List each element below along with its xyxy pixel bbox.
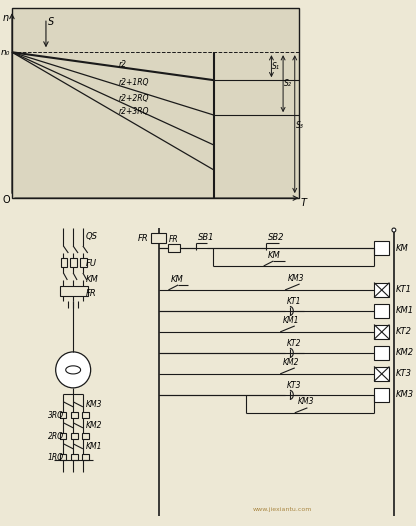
- Text: KM: KM: [86, 276, 99, 285]
- Text: T: T: [301, 198, 307, 208]
- Bar: [59, 286, 88, 296]
- Text: FR: FR: [137, 234, 148, 242]
- Bar: [82, 412, 89, 418]
- Bar: [61, 258, 67, 267]
- Text: www.jiexiantu.com: www.jiexiantu.com: [253, 507, 312, 512]
- Text: KT1: KT1: [287, 298, 302, 307]
- Text: n₀: n₀: [0, 48, 10, 57]
- Text: KT1: KT1: [396, 286, 412, 295]
- Bar: [374, 241, 389, 255]
- Text: r2+2RQ: r2+2RQ: [119, 94, 149, 103]
- Bar: [374, 304, 389, 318]
- Bar: [71, 454, 78, 460]
- Text: KT2: KT2: [396, 327, 412, 337]
- Text: FU: FU: [86, 259, 97, 268]
- Text: 3RQ: 3RQ: [48, 411, 64, 420]
- Bar: [374, 388, 389, 402]
- Bar: [151, 233, 166, 243]
- Bar: [59, 412, 67, 418]
- Text: S₁: S₁: [272, 62, 280, 70]
- Text: KM2: KM2: [86, 421, 102, 430]
- Circle shape: [56, 352, 91, 388]
- Text: SB1: SB1: [198, 232, 214, 241]
- Bar: [168, 244, 180, 252]
- Text: KT3: KT3: [287, 381, 302, 390]
- Bar: [71, 412, 78, 418]
- Bar: [12, 8, 299, 198]
- Text: KM3: KM3: [86, 400, 102, 409]
- Text: 2RQ: 2RQ: [48, 432, 64, 441]
- Bar: [59, 454, 67, 460]
- Bar: [82, 454, 89, 460]
- Text: KT3: KT3: [396, 369, 412, 378]
- Text: KM1: KM1: [283, 317, 300, 326]
- Bar: [374, 346, 389, 360]
- Text: FR: FR: [168, 235, 178, 244]
- Text: KM: KM: [171, 276, 183, 285]
- Bar: [80, 258, 87, 267]
- Text: FR: FR: [86, 289, 97, 298]
- Text: S₂: S₂: [284, 79, 292, 88]
- Text: r2: r2: [119, 60, 127, 69]
- Text: KM3: KM3: [298, 397, 314, 407]
- Text: QS: QS: [86, 231, 98, 240]
- Text: O: O: [2, 195, 10, 205]
- Text: 1RQ: 1RQ: [48, 453, 64, 462]
- Bar: [82, 433, 89, 439]
- Text: KM2: KM2: [396, 348, 414, 357]
- Text: KM1: KM1: [86, 442, 102, 451]
- Bar: [374, 325, 389, 339]
- Text: KM1: KM1: [396, 307, 414, 316]
- Bar: [70, 258, 77, 267]
- Bar: [374, 283, 389, 297]
- Text: r2+1RQ: r2+1RQ: [119, 78, 149, 87]
- Text: KT2: KT2: [287, 339, 302, 348]
- Text: SB2: SB2: [267, 232, 284, 241]
- Text: n: n: [2, 13, 8, 23]
- Bar: [71, 433, 78, 439]
- Bar: [374, 367, 389, 381]
- Text: r2+3RQ: r2+3RQ: [119, 107, 149, 116]
- Bar: [59, 433, 67, 439]
- Text: KM3: KM3: [396, 390, 414, 399]
- Circle shape: [392, 228, 396, 232]
- Text: KM: KM: [396, 244, 409, 252]
- Text: KM: KM: [267, 250, 280, 259]
- Text: S: S: [48, 17, 54, 27]
- Text: S₃: S₃: [296, 120, 304, 129]
- Text: KM2: KM2: [283, 358, 300, 367]
- Text: KM3: KM3: [288, 275, 305, 284]
